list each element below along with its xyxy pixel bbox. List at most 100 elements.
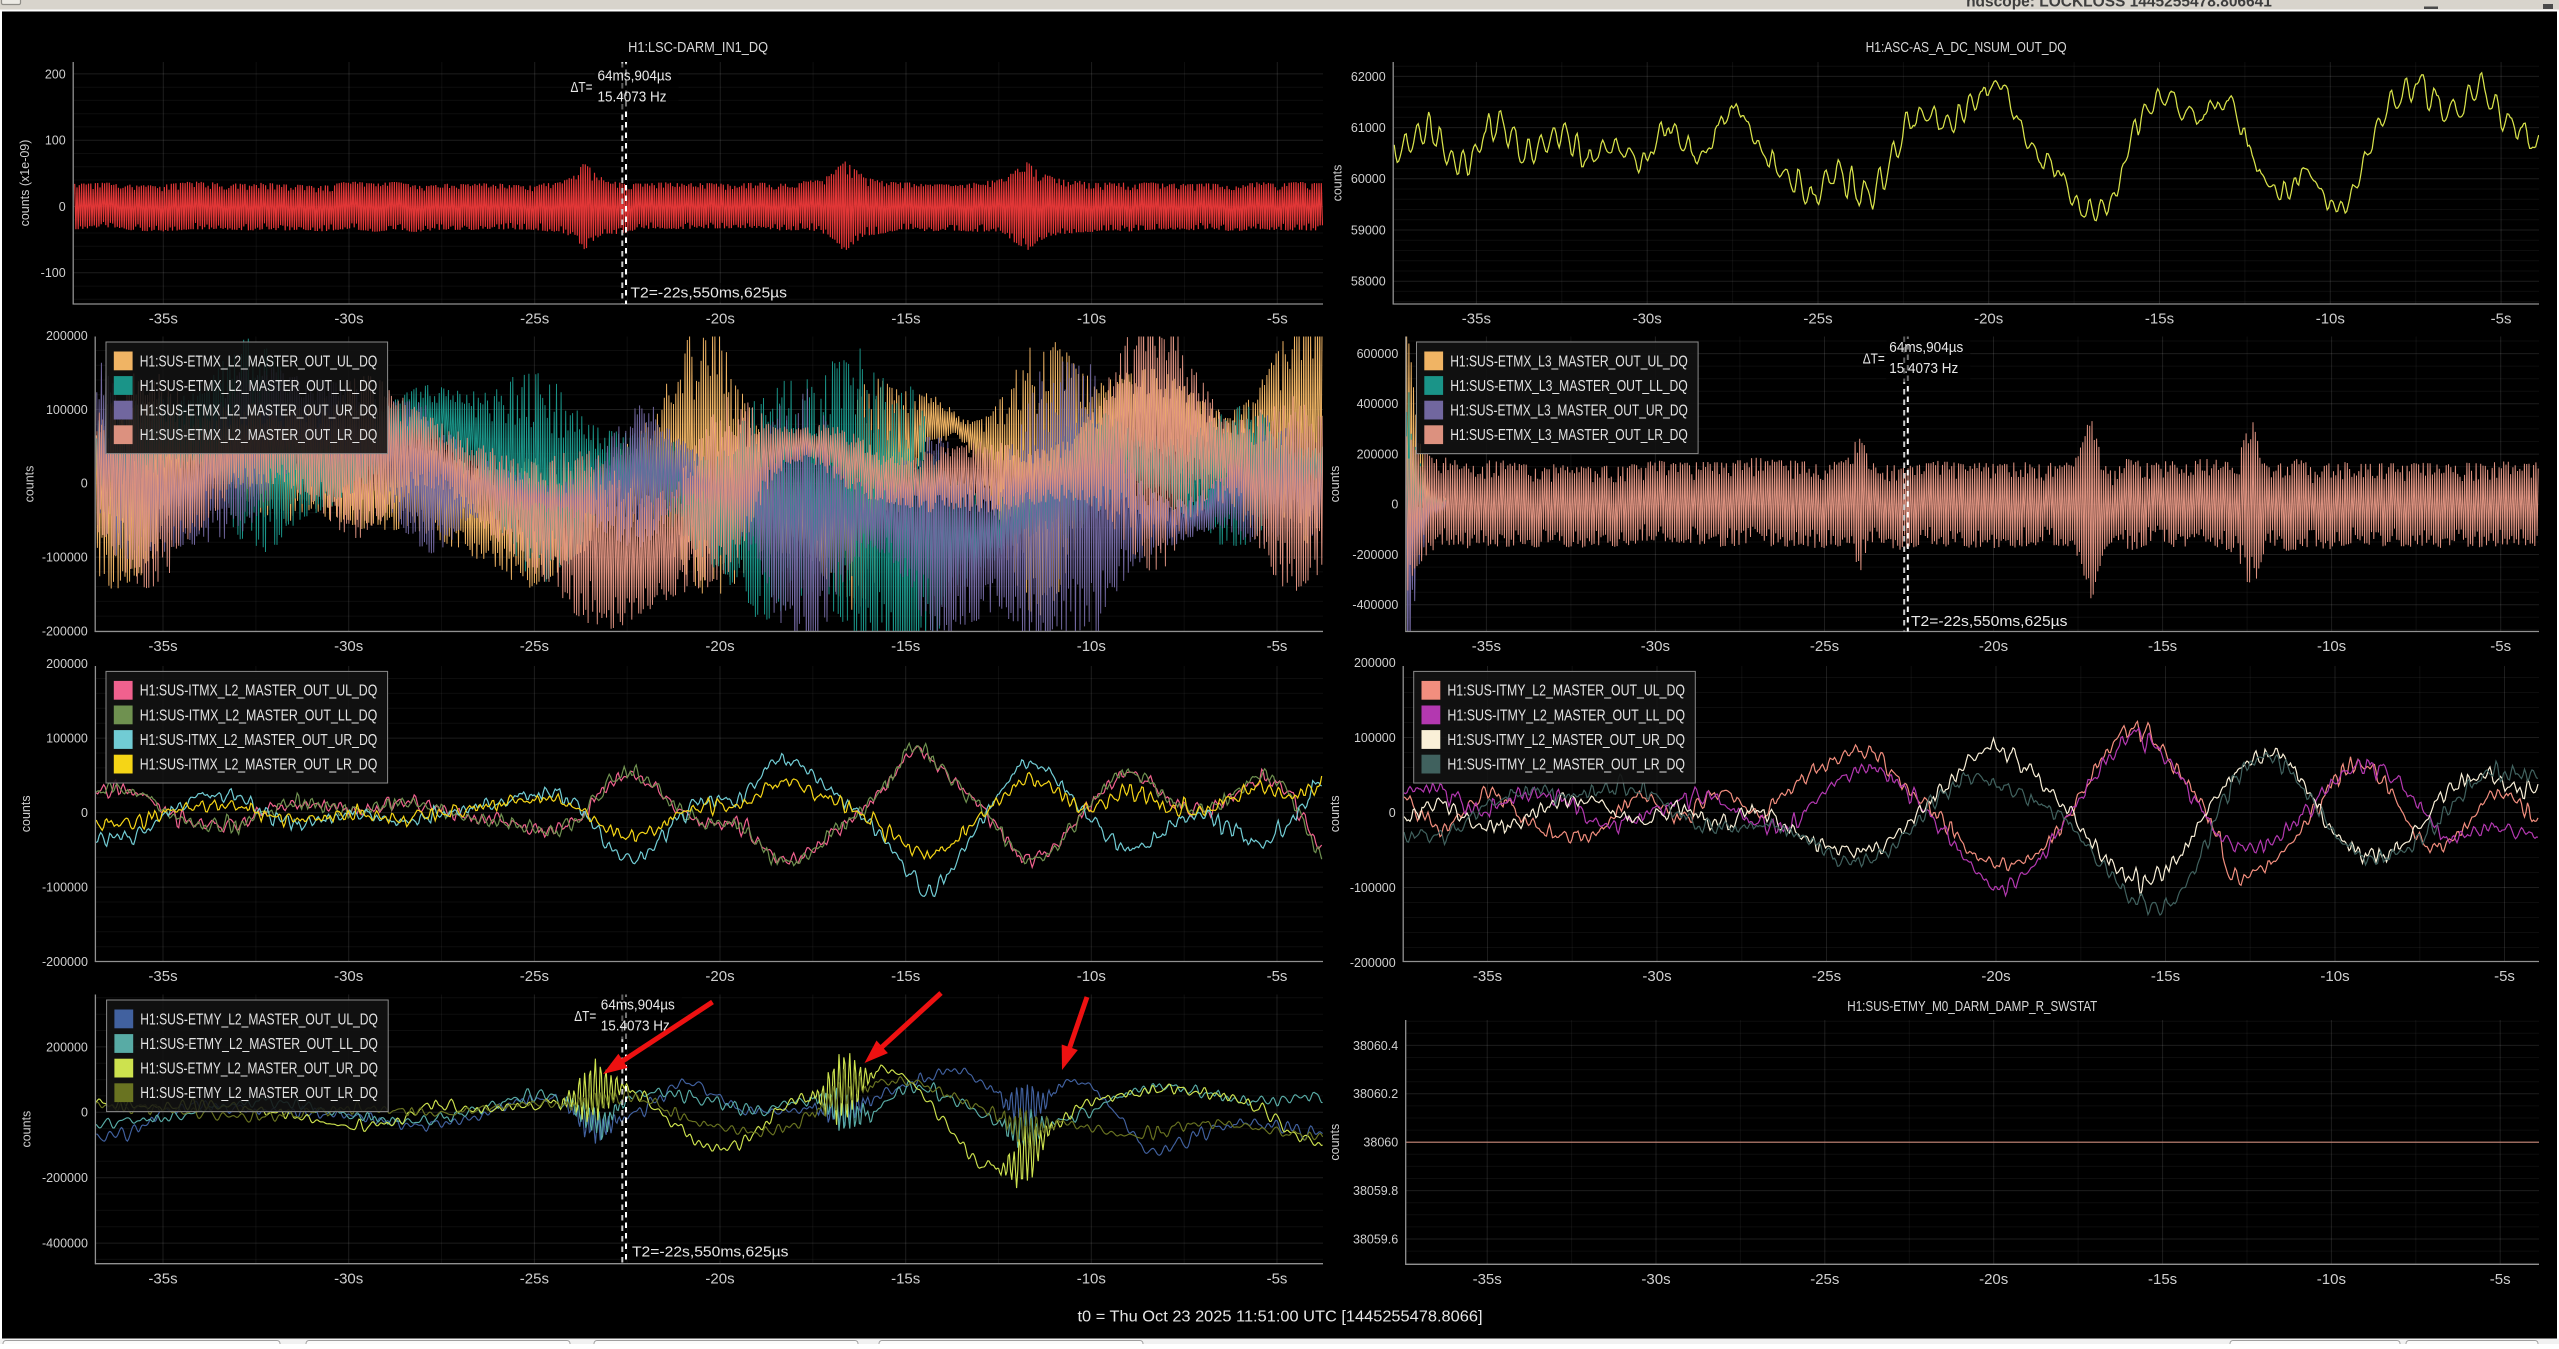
svg-text:38059.6: 38059.6 <box>1353 1232 1398 1246</box>
svg-text:15.4073 Hz: 15.4073 Hz <box>1889 361 1958 377</box>
svg-text:-20s: -20s <box>1979 1271 2008 1288</box>
svg-text:100000: 100000 <box>46 403 88 417</box>
svg-text:-400000: -400000 <box>42 1237 88 1251</box>
svg-text:-100: -100 <box>41 266 66 280</box>
svg-text:64ms,904µs: 64ms,904µs <box>598 69 672 85</box>
svg-text:200000: 200000 <box>46 329 88 343</box>
svg-text:-10s: -10s <box>1077 968 1106 985</box>
svg-text:-30s: -30s <box>1641 1271 1670 1288</box>
svg-text:-5s: -5s <box>2490 1271 2511 1288</box>
svg-text:15.4073 Hz: 15.4073 Hz <box>601 1018 670 1034</box>
svg-text:H1:SUS-ITMX_L2_MASTER_OUT_UL_D: H1:SUS-ITMX_L2_MASTER_OUT_UL_DQ <box>140 683 378 700</box>
svg-text:-20s: -20s <box>705 1270 734 1287</box>
svg-text:-200000: -200000 <box>42 624 88 638</box>
svg-text:H1:SUS-ETMY_L2_MASTER_OUT_LL_D: H1:SUS-ETMY_L2_MASTER_OUT_LL_DQ <box>140 1036 378 1053</box>
svg-text:H1:SUS-ETMY_L2_MASTER_OUT_UL_D: H1:SUS-ETMY_L2_MASTER_OUT_UL_DQ <box>140 1011 378 1028</box>
svg-text:-35s: -35s <box>1473 1271 1502 1288</box>
svg-text:-25s: -25s <box>1803 311 1832 328</box>
svg-text:38060.2: 38060.2 <box>1353 1087 1398 1101</box>
svg-text:100000: 100000 <box>46 732 88 746</box>
svg-text:-15s: -15s <box>891 1270 920 1287</box>
svg-text:H1:SUS-ITMY_L2_MASTER_OUT_LL_D: H1:SUS-ITMY_L2_MASTER_OUT_LL_DQ <box>1447 707 1685 724</box>
svg-text:100000: 100000 <box>1354 731 1396 745</box>
svg-text:60000: 60000 <box>1351 172 1386 186</box>
svg-text:-20s: -20s <box>1979 638 2008 655</box>
svg-text:61000: 61000 <box>1351 121 1386 135</box>
svg-text:-35s: -35s <box>148 1270 177 1287</box>
svg-text:62000: 62000 <box>1351 70 1386 84</box>
svg-text:0: 0 <box>1391 498 1398 512</box>
svg-text:counts: counts <box>1328 795 1342 832</box>
svg-text:-30s: -30s <box>1633 311 1662 328</box>
svg-text:-10s: -10s <box>1077 638 1106 655</box>
svg-text:59000: 59000 <box>1351 223 1386 237</box>
svg-text:counts: counts <box>1328 1124 1342 1161</box>
svg-text:H1:SUS-ETMX_L2_MASTER_OUT_UR_D: H1:SUS-ETMX_L2_MASTER_OUT_UR_DQ <box>140 403 378 420</box>
svg-text:-15s: -15s <box>2145 311 2174 328</box>
svg-text:ndscope: LOCKLOSS 1445255478.8: ndscope: LOCKLOSS 1445255478.806641 <box>1966 0 2272 11</box>
svg-text:H1:SUS-ETMX_L2_MASTER_OUT_UL_D: H1:SUS-ETMX_L2_MASTER_OUT_UL_DQ <box>140 353 378 370</box>
svg-text:-30s: -30s <box>334 1270 363 1287</box>
svg-text:-30s: -30s <box>1641 638 1670 655</box>
svg-text:600000: 600000 <box>1357 347 1399 361</box>
svg-text:ΔT=: ΔT= <box>1863 352 1885 368</box>
svg-text:-15s: -15s <box>2151 968 2180 985</box>
svg-text:64ms,904µs: 64ms,904µs <box>601 997 675 1013</box>
svg-text:-100000: -100000 <box>1350 881 1396 895</box>
svg-text:-30s: -30s <box>334 968 363 985</box>
svg-text:H1:SUS-ETMX_L3_MASTER_OUT_UL_D: H1:SUS-ETMX_L3_MASTER_OUT_UL_DQ <box>1450 353 1688 370</box>
svg-text:-5s: -5s <box>1267 1270 1288 1287</box>
svg-text:-35s: -35s <box>148 638 177 655</box>
svg-text:-15s: -15s <box>891 638 920 655</box>
svg-text:-30s: -30s <box>1642 968 1671 985</box>
svg-text:-20s: -20s <box>705 968 734 985</box>
svg-text:64ms,904µs: 64ms,904µs <box>1889 340 1963 356</box>
svg-text:H1:SUS-ETMY_L2_MASTER_OUT_LR_D: H1:SUS-ETMY_L2_MASTER_OUT_LR_DQ <box>140 1085 378 1102</box>
svg-text:-30s: -30s <box>334 311 363 328</box>
svg-text:-5s: -5s <box>1267 638 1288 655</box>
svg-text:-5s: -5s <box>1267 311 1288 328</box>
svg-text:200: 200 <box>45 67 66 81</box>
svg-text:400000: 400000 <box>1357 397 1399 411</box>
svg-text:100: 100 <box>45 134 66 148</box>
svg-text:-15s: -15s <box>891 311 920 328</box>
svg-text:H1:SUS-ITMY_L2_MASTER_OUT_LR_D: H1:SUS-ITMY_L2_MASTER_OUT_LR_DQ <box>1447 757 1685 774</box>
svg-text:-10s: -10s <box>1077 1270 1106 1287</box>
svg-text:H1:SUS-ITMY_L2_MASTER_OUT_UR_D: H1:SUS-ITMY_L2_MASTER_OUT_UR_DQ <box>1447 732 1685 749</box>
svg-text:15.4073 Hz: 15.4073 Hz <box>598 90 667 106</box>
svg-text:-10s: -10s <box>2317 638 2346 655</box>
svg-text:-35s: -35s <box>149 311 178 328</box>
svg-text:H1:LSC-DARM_IN1_DQ: H1:LSC-DARM_IN1_DQ <box>628 40 768 56</box>
svg-text:-35s: -35s <box>148 968 177 985</box>
svg-text:-35s: -35s <box>1473 968 1502 985</box>
svg-text:0: 0 <box>81 806 88 820</box>
svg-text:-100000: -100000 <box>42 551 88 565</box>
svg-text:-5s: -5s <box>2491 311 2512 328</box>
svg-text:H1:SUS-ETMY_L2_MASTER_OUT_UR_D: H1:SUS-ETMY_L2_MASTER_OUT_UR_DQ <box>140 1061 378 1078</box>
svg-text:200000: 200000 <box>46 1040 88 1054</box>
svg-text:-35s: -35s <box>1462 311 1491 328</box>
svg-text:-15s: -15s <box>891 968 920 985</box>
svg-text:-10s: -10s <box>1077 311 1106 328</box>
svg-text:38060.4: 38060.4 <box>1353 1039 1398 1053</box>
svg-text:T2=-22s,550ms,625µs: T2=-22s,550ms,625µs <box>632 1245 789 1261</box>
svg-text:H1:SUS-ETMX_L3_MASTER_OUT_LR_D: H1:SUS-ETMX_L3_MASTER_OUT_LR_DQ <box>1450 427 1688 444</box>
svg-text:38059.8: 38059.8 <box>1353 1184 1398 1198</box>
svg-text:-10s: -10s <box>2317 1271 2346 1288</box>
svg-text:-20s: -20s <box>1974 311 2003 328</box>
svg-text:-25s: -25s <box>520 1270 549 1287</box>
svg-text:-15s: -15s <box>2148 638 2177 655</box>
svg-text:0: 0 <box>1389 806 1396 820</box>
svg-text:T2=-22s,550ms,625µs: T2=-22s,550ms,625µs <box>1911 614 2068 630</box>
svg-text:H1:SUS-ETMX_L2_MASTER_OUT_LL_D: H1:SUS-ETMX_L2_MASTER_OUT_LL_DQ <box>140 378 378 395</box>
svg-text:H1:SUS-ETMX_L2_MASTER_OUT_LR_D: H1:SUS-ETMX_L2_MASTER_OUT_LR_DQ <box>140 427 378 444</box>
svg-text:H1:SUS-ETMX_L3_MASTER_OUT_UR_D: H1:SUS-ETMX_L3_MASTER_OUT_UR_DQ <box>1450 403 1688 420</box>
svg-text:-200000: -200000 <box>1352 548 1398 562</box>
svg-text:ΔT=: ΔT= <box>571 80 593 96</box>
svg-text:counts: counts <box>23 466 37 503</box>
svg-text:-25s: -25s <box>520 968 549 985</box>
svg-text:counts: counts <box>20 1111 34 1148</box>
svg-text:-5s: -5s <box>2490 638 2511 655</box>
svg-text:counts (x1e-09): counts (x1e-09) <box>18 140 32 227</box>
svg-text:-15s: -15s <box>2148 1271 2177 1288</box>
